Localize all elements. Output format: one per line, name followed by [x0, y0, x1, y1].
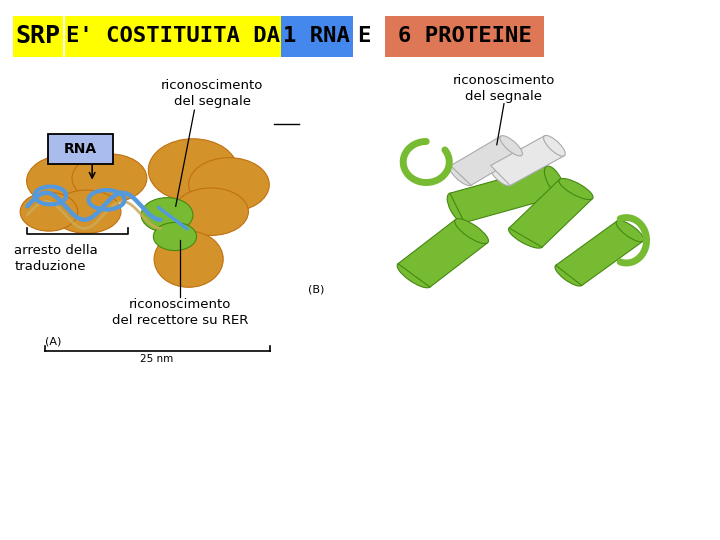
Ellipse shape	[72, 154, 147, 202]
Polygon shape	[556, 221, 643, 286]
Text: (A): (A)	[45, 336, 61, 347]
FancyBboxPatch shape	[385, 16, 544, 57]
Ellipse shape	[141, 198, 193, 232]
Ellipse shape	[544, 136, 565, 156]
Text: RNA: RNA	[64, 142, 97, 156]
Text: riconoscimento
del segnale: riconoscimento del segnale	[161, 79, 264, 108]
Ellipse shape	[148, 139, 238, 201]
FancyBboxPatch shape	[281, 16, 353, 57]
Ellipse shape	[447, 193, 467, 222]
Ellipse shape	[27, 155, 106, 207]
Text: riconoscimento
del segnale: riconoscimento del segnale	[453, 73, 555, 103]
Ellipse shape	[153, 222, 197, 251]
Ellipse shape	[397, 263, 431, 288]
Ellipse shape	[154, 231, 223, 287]
Text: 1 RNA: 1 RNA	[284, 26, 350, 46]
Text: (B): (B)	[308, 285, 325, 295]
Ellipse shape	[52, 190, 121, 233]
Ellipse shape	[508, 227, 543, 248]
Ellipse shape	[20, 192, 78, 231]
Ellipse shape	[455, 219, 488, 244]
Ellipse shape	[449, 165, 472, 186]
Text: E' COSTITUITA DA: E' COSTITUITA DA	[66, 26, 280, 46]
Text: riconoscimento
del recettore su RER: riconoscimento del recettore su RER	[112, 298, 248, 327]
Polygon shape	[451, 136, 521, 185]
Ellipse shape	[559, 178, 593, 200]
Polygon shape	[450, 166, 562, 222]
Ellipse shape	[500, 136, 523, 156]
Text: arresto della
traduzione: arresto della traduzione	[14, 244, 98, 273]
FancyBboxPatch shape	[48, 134, 113, 164]
Text: 6 PROTEINE: 6 PROTEINE	[397, 26, 531, 46]
Polygon shape	[509, 179, 593, 247]
Ellipse shape	[616, 220, 644, 242]
Ellipse shape	[174, 188, 248, 235]
FancyBboxPatch shape	[65, 16, 281, 57]
Ellipse shape	[490, 165, 511, 186]
Ellipse shape	[544, 166, 564, 195]
Ellipse shape	[555, 265, 582, 286]
Text: SRP: SRP	[16, 24, 60, 49]
Polygon shape	[398, 219, 487, 287]
Text: 25 nm: 25 nm	[140, 354, 174, 364]
Ellipse shape	[189, 158, 269, 212]
FancyBboxPatch shape	[13, 16, 63, 57]
Polygon shape	[490, 136, 564, 186]
Text: E: E	[357, 26, 370, 46]
